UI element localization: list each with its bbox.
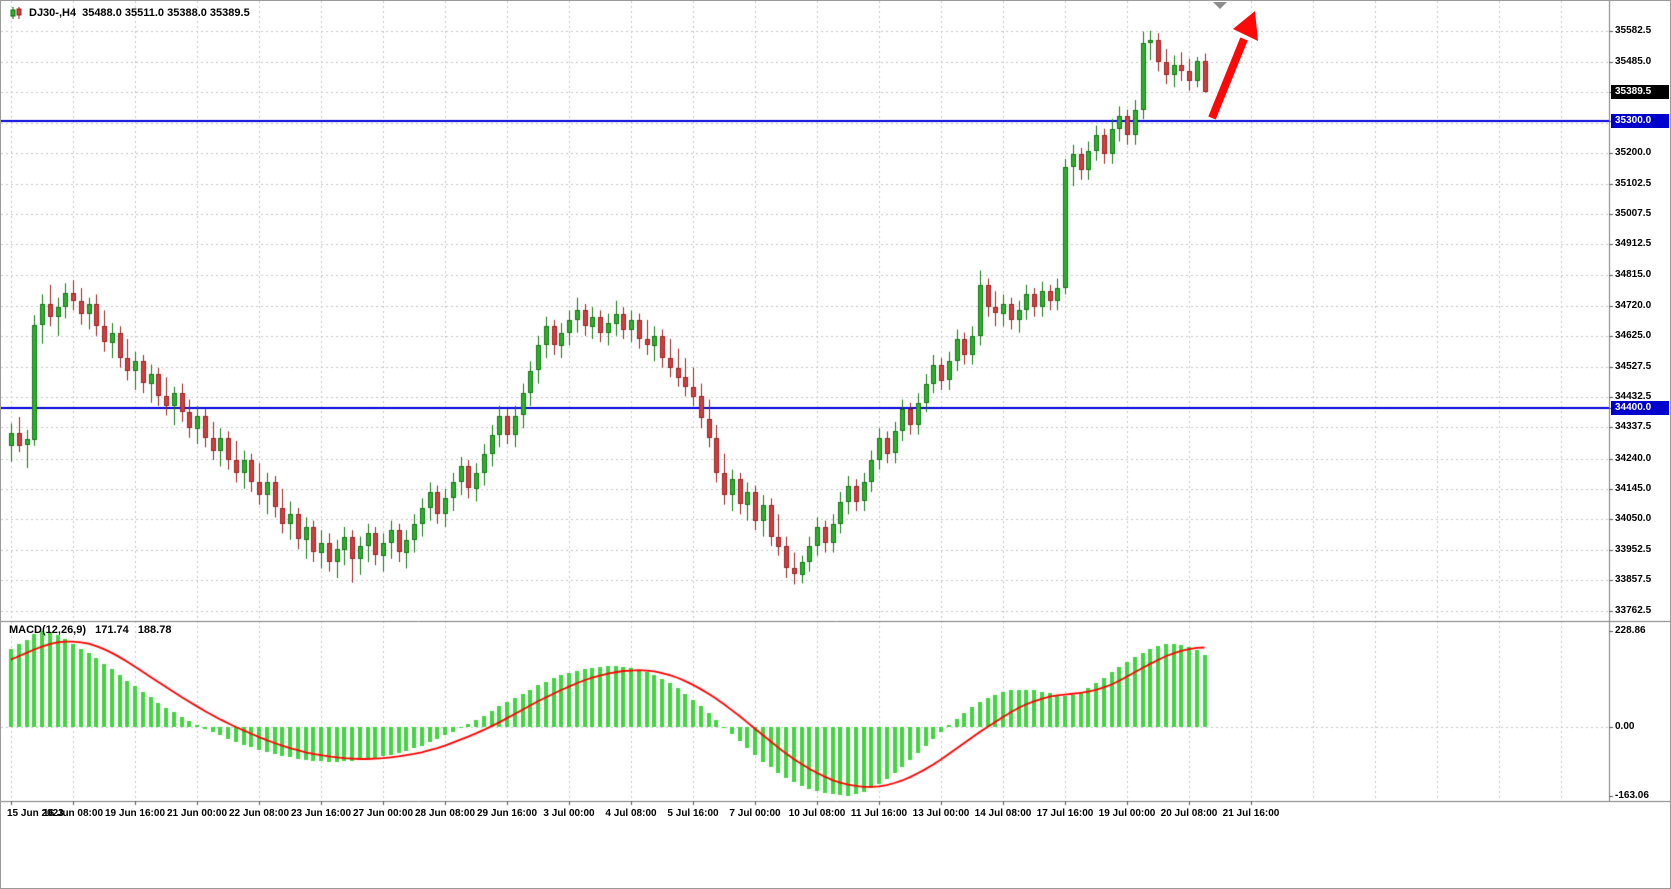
hline-price-tag: 35300.0 [1611, 113, 1669, 128]
time-axis-label: 16 Jun 08:00 [42, 808, 104, 819]
macd-title: MACD(12,26,9) [9, 624, 87, 636]
price-axis-label: 34912.5 [1615, 238, 1652, 250]
time-axis-label: 5 Jul 16:00 [667, 808, 719, 819]
hline-price-tag: 34400.0 [1611, 400, 1669, 415]
time-axis-label: 27 Jun 00:00 [352, 808, 414, 819]
time-axis-label: 17 Jul 16:00 [1036, 808, 1094, 819]
time-axis-label: 21 Jul 16:00 [1222, 808, 1280, 819]
macd-axis-label: 228.86 [1615, 624, 1646, 636]
price-axis-label: 34720.0 [1615, 299, 1652, 311]
price-axis-label: 34815.0 [1615, 269, 1652, 281]
time-axis-label: 23 Jun 16:00 [290, 808, 352, 819]
price-axis-label: 35582.5 [1615, 24, 1652, 36]
price-axis-label: 33762.5 [1615, 604, 1652, 616]
time-axis-label: 21 Jun 00:00 [166, 808, 228, 819]
price-axis-label: 34050.0 [1615, 513, 1652, 525]
time-axis-label: 14 Jul 08:00 [974, 808, 1032, 819]
price-axis-label: 34240.0 [1615, 452, 1652, 464]
time-axis-label: 19 Jul 00:00 [1098, 808, 1156, 819]
price-axis-label: 34145.0 [1615, 482, 1652, 494]
price-axis-label: 35007.5 [1615, 207, 1652, 219]
macd-indicator-label: MACD(12,26,9) 171.74 188.78 [9, 624, 177, 636]
time-axis[interactable]: 15 Jun 2023 16 Jun 08:00 19 Jun 16:00 21 Ju… [1, 802, 1609, 832]
price-axis-label: 35102.5 [1615, 177, 1652, 189]
current-price-tag: 35389.5 [1611, 85, 1669, 100]
time-axis-label: 22 Jun 08:00 [228, 808, 290, 819]
price-axis-label: 34432.5 [1615, 391, 1652, 403]
macd-main-value: 171.74 [95, 624, 129, 636]
price-axis[interactable]: 35582.5 35485.0 35200.0 35102.5 35007.5 34912… [1611, 1, 1670, 801]
time-axis-label: 13 Jul 00:00 [912, 808, 970, 819]
price-axis-label: 34625.0 [1615, 329, 1652, 341]
price-axis-label: 34527.5 [1615, 360, 1652, 372]
time-axis-label: 20 Jul 08:00 [1160, 808, 1218, 819]
macd-axis-label: 0.00 [1615, 721, 1635, 732]
price-axis-label: 35200.0 [1615, 146, 1652, 158]
time-axis-label: 11 Jul 16:00 [850, 808, 908, 819]
time-axis-label: 15 Jun 2023 [7, 808, 64, 819]
candlestick-chart-icon [10, 7, 22, 19]
price-axis-label: 35485.0 [1615, 55, 1652, 67]
time-axis-label: 29 Jun 16:00 [476, 808, 538, 819]
macd-signal-value: 188.78 [137, 624, 172, 636]
time-axis-label: 7 Jul 00:00 [729, 808, 781, 819]
time-axis-label: 3 Jul 00:00 [543, 808, 595, 819]
price-axis-label: 33857.5 [1615, 574, 1652, 586]
symbol-timeframe-label: DJ30-,H4 [29, 7, 77, 19]
ohlc-values: 35488.0 35511.0 35388.0 35389.5 [82, 7, 250, 19]
time-axis-label: 19 Jun 16:00 [104, 808, 166, 819]
time-axis-label: 10 Jul 08:00 [788, 808, 846, 819]
time-axis-label: 4 Jul 08:00 [605, 808, 657, 819]
price-axis-label: 34337.5 [1615, 421, 1652, 433]
macd-axis-label: -163.06 [1615, 789, 1649, 801]
symbol-info: DJ30-,H4 35488.0 35511.0 35388.0 35389.5 [9, 6, 250, 20]
price-axis-label: 33952.5 [1615, 544, 1652, 556]
time-axis-label: 28 Jun 08:00 [414, 808, 476, 819]
